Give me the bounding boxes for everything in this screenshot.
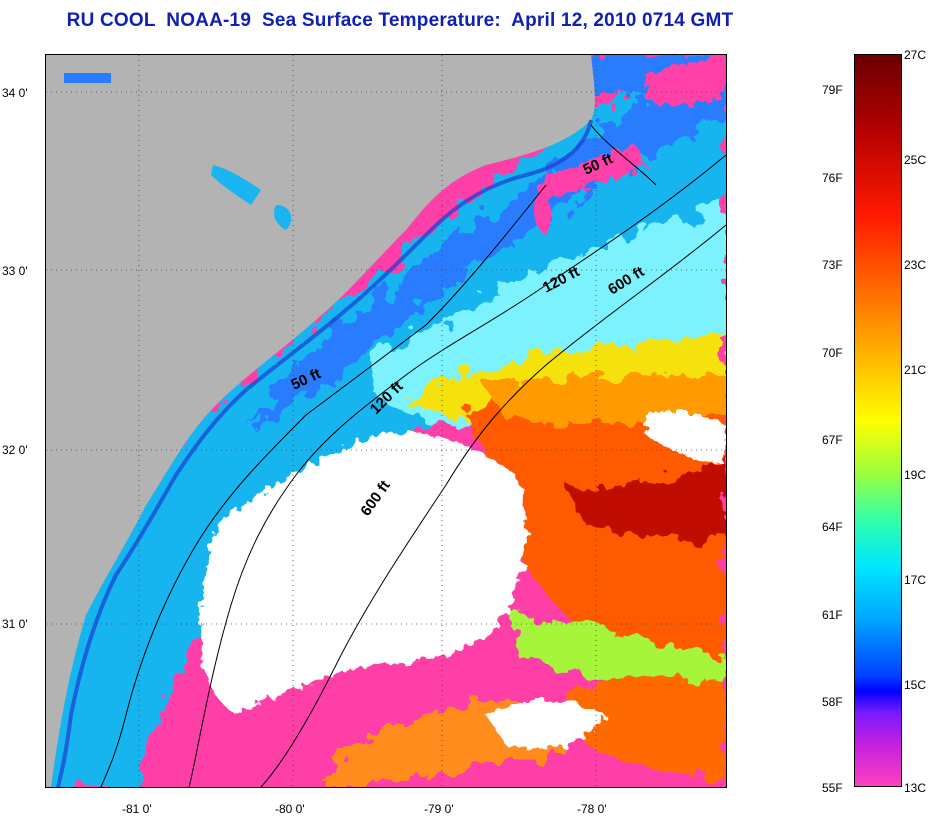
lat-label: 31 0' — [2, 617, 28, 631]
lon-label: -80 0' — [275, 802, 305, 816]
colorbar-c-label: 13C — [904, 781, 927, 795]
sst-image: 50 ft 120 ft 600 ft 50 ft 120 ft 600 ft — [46, 55, 726, 787]
colorbar-c-label: 27C — [904, 48, 927, 62]
map-title: RU COOL NOAA-19 Sea Surface Temperature:… — [66, 10, 734, 31]
sst-map: 50 ft 120 ft 600 ft 50 ft 120 ft 600 ft — [45, 54, 727, 788]
colorbar-f-label: 64F — [822, 520, 843, 534]
colorbar-f-label: 67F — [822, 433, 843, 447]
lat-label: 34 0' — [2, 86, 28, 100]
lat-label: 32 0' — [2, 443, 28, 457]
colorbar-f-label: 55F — [822, 781, 843, 795]
lon-label: -79 0' — [424, 802, 454, 816]
lon-label: -78 0' — [577, 802, 607, 816]
colorbar-f-label: 76F — [822, 171, 843, 185]
colorbar-f-label: 58F — [822, 695, 843, 709]
colorbar-f-label: 79F — [822, 83, 843, 97]
lon-label: -81 0' — [122, 802, 152, 816]
colorbar-f-label: 70F — [822, 346, 843, 360]
colorbar — [854, 54, 902, 787]
colorbar-c-label: 23C — [904, 258, 927, 272]
colorbar-c-label: 17C — [904, 573, 927, 587]
colorbar-c-label: 15C — [904, 678, 927, 692]
lat-label: 33 0' — [2, 264, 28, 278]
colorbar-f-label: 73F — [822, 258, 843, 272]
colorbar-c-label: 25C — [904, 153, 927, 167]
colorbar-f-label: 61F — [822, 608, 843, 622]
colorbar-c-label: 21C — [904, 363, 927, 377]
colorbar-c-label: 19C — [904, 468, 927, 482]
